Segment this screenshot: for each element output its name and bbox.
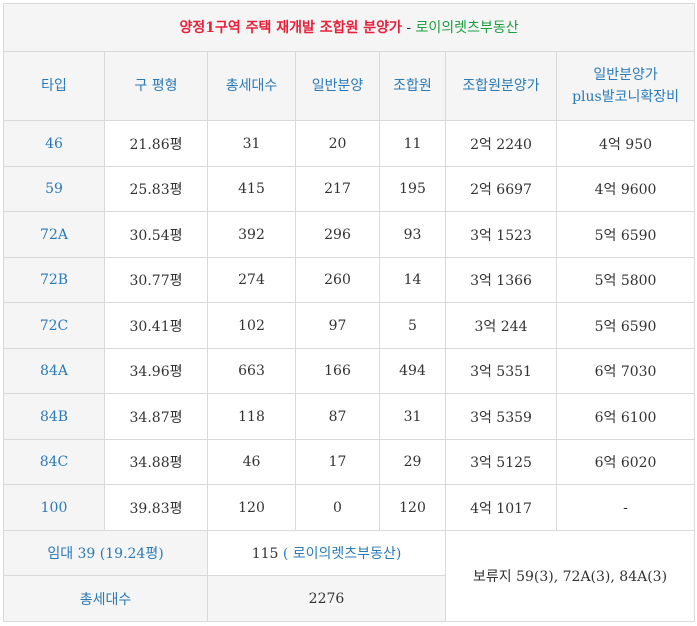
table-row: 84B 34.87평 118 87 31 3억 5359 6억 6100 bbox=[3, 393, 696, 440]
total-cell: 392 bbox=[207, 211, 296, 258]
general-price-cell: 6억 6100 bbox=[555, 393, 696, 440]
total-cell: 118 bbox=[207, 393, 296, 440]
member-price-cell: 3억 5351 bbox=[445, 347, 557, 395]
total-cell: 31 bbox=[207, 120, 296, 167]
header-general-price-line1: 일반분양가 bbox=[593, 66, 658, 83]
type-cell: 59 bbox=[3, 165, 105, 213]
table-title: 양정1구역 주택 재개발 조합원 분양가 - 로이의렛츠부동산 bbox=[2, 3, 696, 52]
general-price-cell: 4억 9600 bbox=[555, 165, 696, 213]
rental-count: 115 bbox=[251, 546, 279, 563]
price-table: 양정1구역 주택 재개발 조합원 분양가 - 로이의렛츠부동산 타입 구 평형 … bbox=[2, 3, 696, 623]
pyeong-cell: 39.83평 bbox=[104, 484, 208, 531]
general-cell: 20 bbox=[295, 120, 380, 167]
total-row: 총세대수 2276 bbox=[3, 575, 695, 622]
table-row: 72A 30.54평 392 296 93 3억 1523 5억 6590 bbox=[3, 211, 696, 258]
total-label: 총세대수 bbox=[3, 575, 208, 622]
header-general-price-line2: plus발코니확장비 bbox=[572, 88, 679, 105]
member-price-cell: 4억 1017 bbox=[445, 484, 557, 531]
type-cell: 100 bbox=[3, 484, 105, 531]
rental-count-cell: 115 ( 로이의렛츠부동산) bbox=[207, 529, 446, 577]
general-cell: 217 bbox=[295, 165, 380, 213]
total-cell: 663 bbox=[207, 347, 296, 395]
general-price-cell: 4억 950 bbox=[555, 120, 696, 167]
general-cell: 97 bbox=[295, 302, 380, 349]
general-price-cell: 5억 5800 bbox=[555, 256, 696, 304]
header-pyeong: 구 평형 bbox=[104, 50, 208, 122]
table-row: 84A 34.96평 663 166 494 3억 5351 6억 7030 bbox=[3, 347, 696, 395]
member-cell: 14 bbox=[379, 256, 446, 304]
general-price-cell: 6억 6020 bbox=[555, 438, 696, 486]
header-total-units: 총세대수 bbox=[207, 50, 296, 122]
type-cell: 46 bbox=[3, 120, 105, 167]
pyeong-cell: 30.54평 bbox=[104, 211, 208, 258]
table-row: 72C 30.41평 102 97 5 3억 244 5억 6590 bbox=[3, 302, 696, 349]
type-cell: 72C bbox=[3, 302, 105, 349]
general-cell: 260 bbox=[295, 256, 380, 304]
member-cell: 31 bbox=[379, 393, 446, 440]
type-cell: 84C bbox=[3, 438, 105, 486]
member-price-cell: 3억 5125 bbox=[445, 438, 557, 486]
general-price-cell: 6억 7030 bbox=[555, 347, 696, 395]
member-price-cell: 2억 2240 bbox=[445, 120, 557, 167]
rental-row: 임대 39 (19.24평) 115 ( 로이의렛츠부동산) 보류지 59(3)… bbox=[3, 529, 696, 623]
general-cell: 0 bbox=[295, 484, 380, 531]
general-cell: 166 bbox=[295, 347, 380, 395]
table-row: 59 25.83평 415 217 195 2억 6697 4억 9600 bbox=[3, 165, 696, 213]
title-separator: - bbox=[406, 20, 412, 37]
member-cell: 494 bbox=[379, 347, 446, 395]
total-cell: 120 bbox=[207, 484, 296, 531]
general-price-cell: 5억 6590 bbox=[555, 211, 696, 258]
rental-source-link[interactable]: ( 로이의렛츠부동산) bbox=[282, 546, 402, 563]
header-row: 타입 구 평형 총세대수 일반분양 조합원 조합원분양가 일반분양가 plus발… bbox=[3, 50, 696, 122]
header-type: 타입 bbox=[3, 50, 105, 122]
member-cell: 29 bbox=[379, 438, 446, 486]
header-member: 조합원 bbox=[379, 50, 446, 122]
table-row: 84C 34.88평 46 17 29 3억 5125 6억 6020 bbox=[3, 438, 696, 486]
member-price-cell: 3억 1523 bbox=[445, 211, 557, 258]
rental-label: 임대 39 (19.24평) bbox=[3, 529, 208, 577]
member-cell: 93 bbox=[379, 211, 446, 258]
table-row: 100 39.83평 120 0 120 4억 1017 - bbox=[3, 484, 696, 531]
pyeong-cell: 21.86평 bbox=[104, 120, 208, 167]
general-price-cell: 5억 6590 bbox=[555, 302, 696, 349]
title-main: 양정1구역 주택 재개발 조합원 분양가 bbox=[179, 20, 402, 37]
pyeong-cell: 34.88평 bbox=[104, 438, 208, 486]
general-price-cell: - bbox=[555, 484, 696, 531]
title-source: 로이의렛츠부동산 bbox=[415, 20, 519, 37]
type-cell: 84B bbox=[3, 393, 105, 440]
type-cell: 72B bbox=[3, 256, 105, 304]
member-price-cell: 3억 5359 bbox=[445, 393, 557, 440]
member-cell: 11 bbox=[379, 120, 446, 167]
type-cell: 84A bbox=[3, 347, 105, 395]
table-row: 46 21.86평 31 20 11 2억 2240 4억 950 bbox=[3, 120, 696, 167]
total-value: 2276 bbox=[207, 575, 446, 622]
pyeong-cell: 34.87평 bbox=[104, 393, 208, 440]
member-price-cell: 3억 244 bbox=[445, 302, 557, 349]
table-row: 72B 30.77평 274 260 14 3억 1366 5억 5800 bbox=[3, 256, 696, 304]
pyeong-cell: 25.83평 bbox=[104, 165, 208, 213]
total-cell: 102 bbox=[207, 302, 296, 349]
member-cell: 5 bbox=[379, 302, 446, 349]
pyeong-cell: 34.96평 bbox=[104, 347, 208, 395]
total-cell: 415 bbox=[207, 165, 296, 213]
member-cell: 195 bbox=[379, 165, 446, 213]
general-cell: 17 bbox=[295, 438, 380, 486]
member-price-cell: 2억 6697 bbox=[445, 165, 557, 213]
member-cell: 120 bbox=[379, 484, 446, 531]
general-cell: 296 bbox=[295, 211, 380, 258]
header-general-sale: 일반분양 bbox=[295, 50, 380, 122]
total-cell: 46 bbox=[207, 438, 296, 486]
type-cell: 72A bbox=[3, 211, 105, 258]
pyeong-cell: 30.41평 bbox=[104, 302, 208, 349]
general-cell: 87 bbox=[295, 393, 380, 440]
reserve-note: 보류지 59(3), 72A(3), 84A(3) bbox=[444, 529, 696, 623]
header-member-price: 조합원분양가 bbox=[445, 50, 557, 122]
pyeong-cell: 30.77평 bbox=[104, 256, 208, 304]
header-general-price: 일반분양가 plus발코니확장비 bbox=[555, 50, 696, 122]
member-price-cell: 3억 1366 bbox=[445, 256, 557, 304]
total-cell: 274 bbox=[207, 256, 296, 304]
